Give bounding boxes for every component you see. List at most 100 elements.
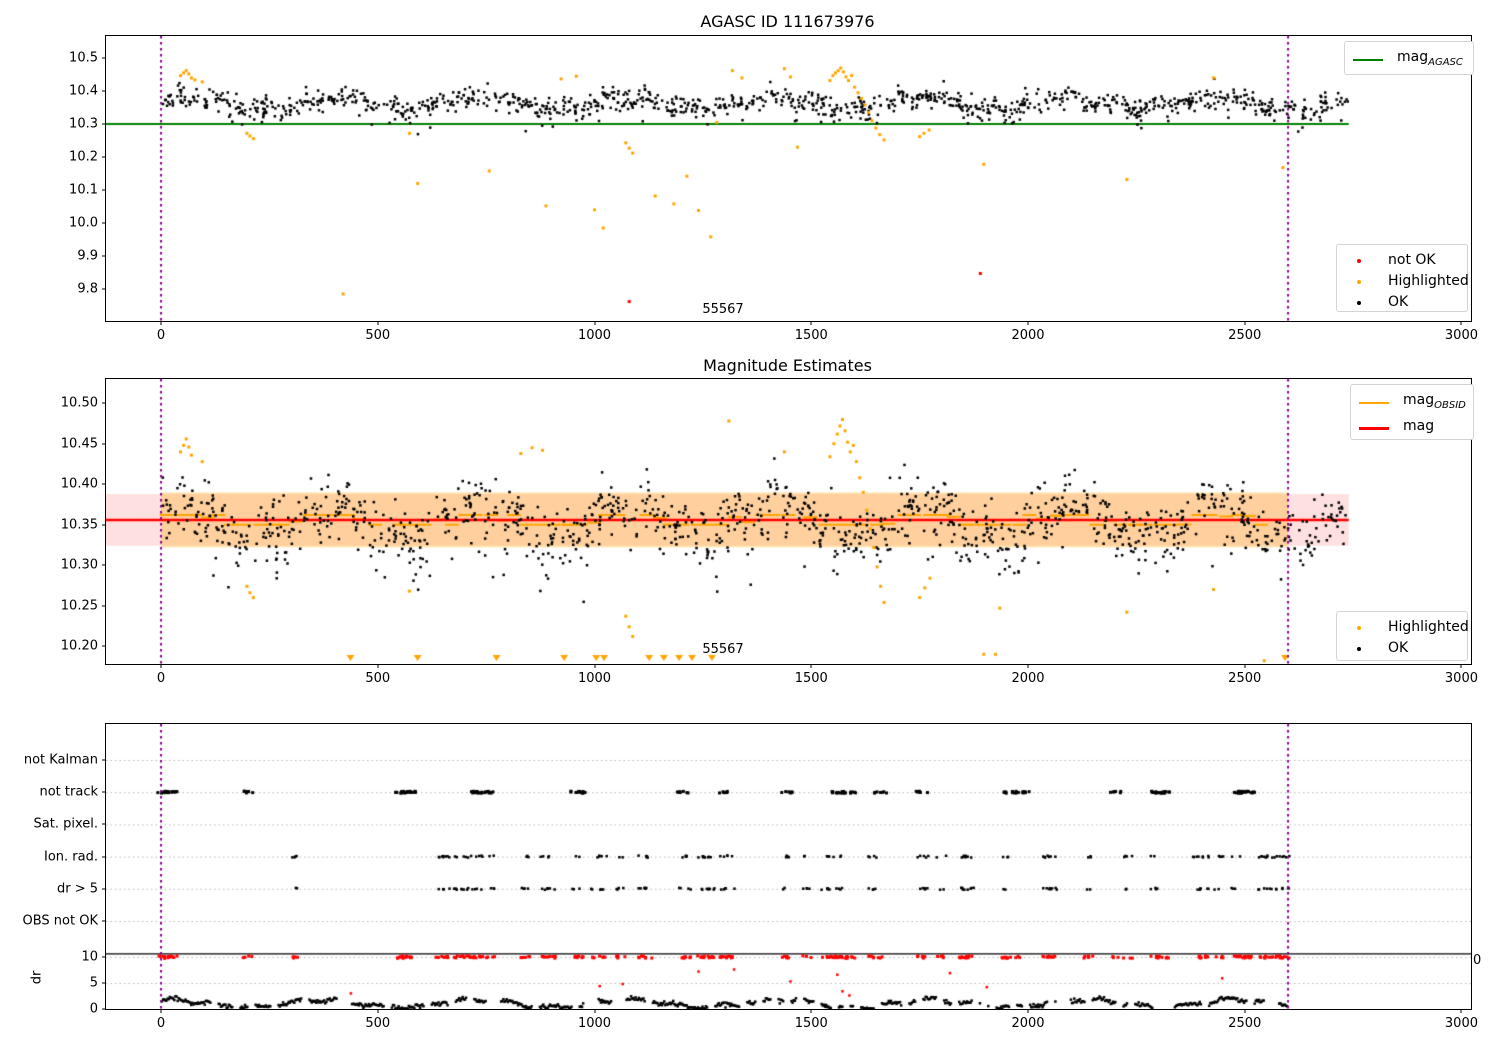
dr-axis-label: dr <box>29 970 45 985</box>
y-tick-label: 10.4 <box>69 83 98 99</box>
plot-agasc-magnitudes: 10.5 10.4 10.3 10.2 10.1 10.0 9.9 9.8 0 500 1000 1… <box>69 35 1478 343</box>
x-tick-mark <box>1244 1009 1246 1013</box>
x-tick-label: 500 <box>365 1016 391 1031</box>
x-tick-mark <box>1460 664 1462 668</box>
y-tick-mark <box>102 288 106 290</box>
y-tick-label: 10.50 <box>60 395 98 411</box>
legend-label: OK <box>1388 640 1409 656</box>
right-axis-tick-label: 0 <box>1473 953 1482 968</box>
legend-label: Highlighted <box>1388 619 1469 635</box>
legend-entry-ok: OK <box>1345 292 1457 313</box>
x-tick-mark <box>160 664 162 668</box>
flag-category-label: dr > 5 <box>56 881 98 897</box>
y-tick-label: 10.5 <box>69 50 98 66</box>
x-tick-label: 3000 <box>1444 1016 1478 1031</box>
y-tick-label: 9.9 <box>77 248 98 264</box>
x-tick-label: 0 <box>156 328 166 343</box>
plot1-title: AGASC ID 111673976 <box>700 12 875 31</box>
legend-entry-ok: OK <box>1345 638 1457 659</box>
x-tick-mark <box>1244 321 1246 325</box>
plot2-marker-legend: Highlighted OK <box>1336 611 1469 661</box>
legend-entry-mag-agasc: magAGASC <box>1353 47 1463 73</box>
y-tick-mark <box>102 483 106 485</box>
dr-tick-label: 10 <box>81 949 98 965</box>
x-tick-mark <box>1027 1009 1029 1013</box>
x-tick-label: 3000 <box>1444 671 1478 686</box>
flag-category-label: not Kalman <box>23 752 98 768</box>
flag-category-label: OBS not OK <box>22 913 99 929</box>
plot3-scatter-canvas <box>106 724 1471 1009</box>
x-tick-label: 0 <box>156 671 166 686</box>
y-tick-label: 10.30 <box>60 557 98 573</box>
legend-entry-mag: mag <box>1359 416 1463 442</box>
y-tick-mark <box>102 956 106 958</box>
legend-label: OK <box>1388 294 1409 310</box>
legend-entry-mag-obsid: magOBSID <box>1359 390 1466 416</box>
obsid-annotation-plot2: 55567 <box>702 642 744 657</box>
black-dot-swatch <box>1357 646 1361 651</box>
y-tick-mark <box>102 57 106 59</box>
x-tick-label: 1500 <box>794 671 828 686</box>
y-tick-label: 10.2 <box>69 149 98 165</box>
y-tick-mark <box>102 90 106 92</box>
x-tick-label: 2000 <box>1011 328 1045 343</box>
y-tick-mark <box>102 564 106 566</box>
y-tick-label: 10.20 <box>60 638 98 654</box>
x-tick-mark <box>377 321 379 325</box>
x-tick-label: 1500 <box>794 328 828 343</box>
x-tick-mark <box>1460 1009 1462 1013</box>
black-dot-swatch <box>1357 300 1361 305</box>
green-line-swatch <box>1353 58 1383 62</box>
x-tick-label: 1500 <box>794 1016 828 1031</box>
orange-line-swatch <box>1359 401 1389 405</box>
legend-label: magAGASC <box>1397 49 1463 68</box>
flag-category-label: Ion. rad. <box>44 849 98 865</box>
x-tick-mark <box>594 321 596 325</box>
x-tick-mark <box>160 321 162 325</box>
x-tick-mark <box>594 1009 596 1013</box>
x-tick-mark <box>810 1009 812 1013</box>
y-tick-mark <box>102 823 106 825</box>
orange-dot-swatch <box>1357 279 1361 284</box>
y-tick-mark <box>102 856 106 858</box>
x-tick-label: 1000 <box>577 328 612 343</box>
plot-magnitude-estimates: 10.50 10.45 10.40 10.35 10.30 10.25 10.20 0 500… <box>61 378 1478 686</box>
x-tick-mark <box>1244 664 1246 668</box>
x-tick-mark <box>1027 664 1029 668</box>
y-tick-mark <box>102 759 106 761</box>
plot2-title: Magnitude Estimates <box>703 356 872 375</box>
red-line-swatch <box>1359 427 1389 430</box>
legend-label: not OK <box>1388 252 1436 268</box>
plot1-scatter-canvas <box>106 36 1471 321</box>
y-tick-mark <box>102 255 106 257</box>
y-tick-mark <box>102 189 106 191</box>
legend-entry-not-ok: not OK <box>1345 250 1457 271</box>
y-tick-label: 10.40 <box>60 476 98 492</box>
x-tick-mark <box>160 1009 162 1013</box>
x-tick-label: 500 <box>365 328 391 343</box>
y-tick-mark <box>102 791 106 793</box>
plot1-line-legend: magAGASC <box>1344 41 1474 75</box>
y-tick-mark <box>102 402 106 404</box>
x-tick-label: 3000 <box>1444 328 1478 343</box>
x-tick-label: 2000 <box>1011 1016 1045 1031</box>
legend-label: Highlighted <box>1388 273 1469 289</box>
plot2-line-legend: magOBSID mag <box>1350 384 1474 440</box>
x-tick-mark <box>1460 321 1462 325</box>
orange-dot-swatch <box>1357 625 1361 630</box>
y-tick-label: 10.35 <box>60 517 98 533</box>
legend-entry-highlighted: Highlighted <box>1345 271 1469 292</box>
plot-flags-and-dr: not Kalman not track Sat. pixel. Ion. rad. d… <box>23 723 1478 1031</box>
x-tick-mark <box>810 664 812 668</box>
y-tick-label: 10.3 <box>69 116 98 132</box>
dr-tick-label: 0 <box>89 1001 98 1017</box>
y-tick-label: 10.25 <box>60 598 98 614</box>
legend-entry-highlighted: Highlighted <box>1345 617 1469 638</box>
x-tick-mark <box>377 1009 379 1013</box>
red-dot-swatch <box>1357 258 1361 263</box>
y-tick-mark <box>102 1008 106 1010</box>
y-tick-mark <box>102 443 106 445</box>
y-tick-mark <box>102 123 106 125</box>
dr-tick-label: 5 <box>89 975 98 991</box>
y-tick-mark <box>102 524 106 526</box>
